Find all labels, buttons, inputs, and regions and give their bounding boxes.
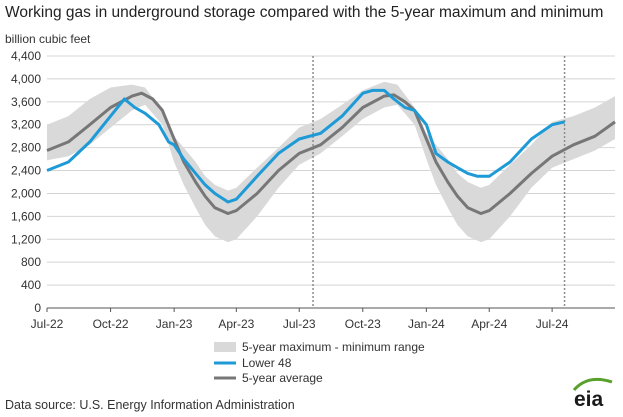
legend: 5-year maximum - minimum range Lower 48 … (214, 340, 425, 385)
y-tick-label: 3,600 (11, 95, 41, 109)
y-axis-label: billion cubic feet (5, 32, 91, 46)
x-tick-label: Jul-24 (536, 317, 569, 331)
range-band-layer (47, 81, 615, 243)
y-tick-label: 3,200 (11, 118, 41, 132)
x-tick-label: Oct-22 (93, 317, 129, 331)
legend-label-lower48: Lower 48 (242, 356, 292, 370)
series-line-layer (46, 88, 616, 215)
x-tick-label: Jul-23 (283, 317, 316, 331)
y-tick-label: 400 (21, 278, 41, 292)
y-tick-label: 2,000 (11, 186, 41, 200)
x-tick-label: Jul-22 (31, 317, 64, 331)
y-tick-label: 2,800 (11, 141, 41, 155)
legend-label-range: 5-year maximum - minimum range (242, 340, 425, 354)
data-source-note: Data source: U.S. Energy Information Adm… (5, 398, 295, 412)
vertical-marker-layer (312, 56, 566, 308)
series-line-lower-48 (46, 88, 565, 204)
x-tick-label: Jan-23 (156, 317, 193, 331)
x-tick-label: Apr-24 (471, 317, 507, 331)
x-tick-label: Oct-23 (345, 317, 381, 331)
y-tick-label: 1,600 (11, 209, 41, 223)
x-tick-labels: Jul-22 Oct-22 Jan-23 Apr-23 Jul-23 Oct-23 Jan-… (31, 317, 569, 331)
y-tick-labels: 0 400 800 1,200 1,600 2,000 2,400 2,800 3,200 3,6… (11, 49, 41, 315)
grid-lines (47, 55, 615, 286)
y-tick-label: 4,000 (11, 72, 41, 86)
series-range-band (47, 81, 615, 243)
axis-layer (46, 307, 615, 312)
y-tick-label: 4,400 (11, 49, 41, 63)
y-tick-label: 800 (21, 255, 41, 269)
legend-swatch-range (214, 342, 236, 352)
y-tick-label: 0 (34, 301, 41, 315)
series-line-5-year-average (46, 91, 616, 215)
logo-text: eia (574, 388, 604, 411)
logo-swoosh (572, 377, 613, 392)
x-tick-label: Apr-23 (218, 317, 254, 331)
y-tick-label: 2,400 (11, 164, 41, 178)
eia-logo: eia (568, 374, 618, 412)
legend-label-average: 5-year average (242, 371, 323, 385)
x-tick-label: Jan-24 (408, 317, 445, 331)
chart-title: Working gas in underground storage compa… (5, 4, 604, 21)
y-tick-label: 1,200 (11, 232, 41, 246)
eia-logo-icon: eia (572, 377, 613, 411)
